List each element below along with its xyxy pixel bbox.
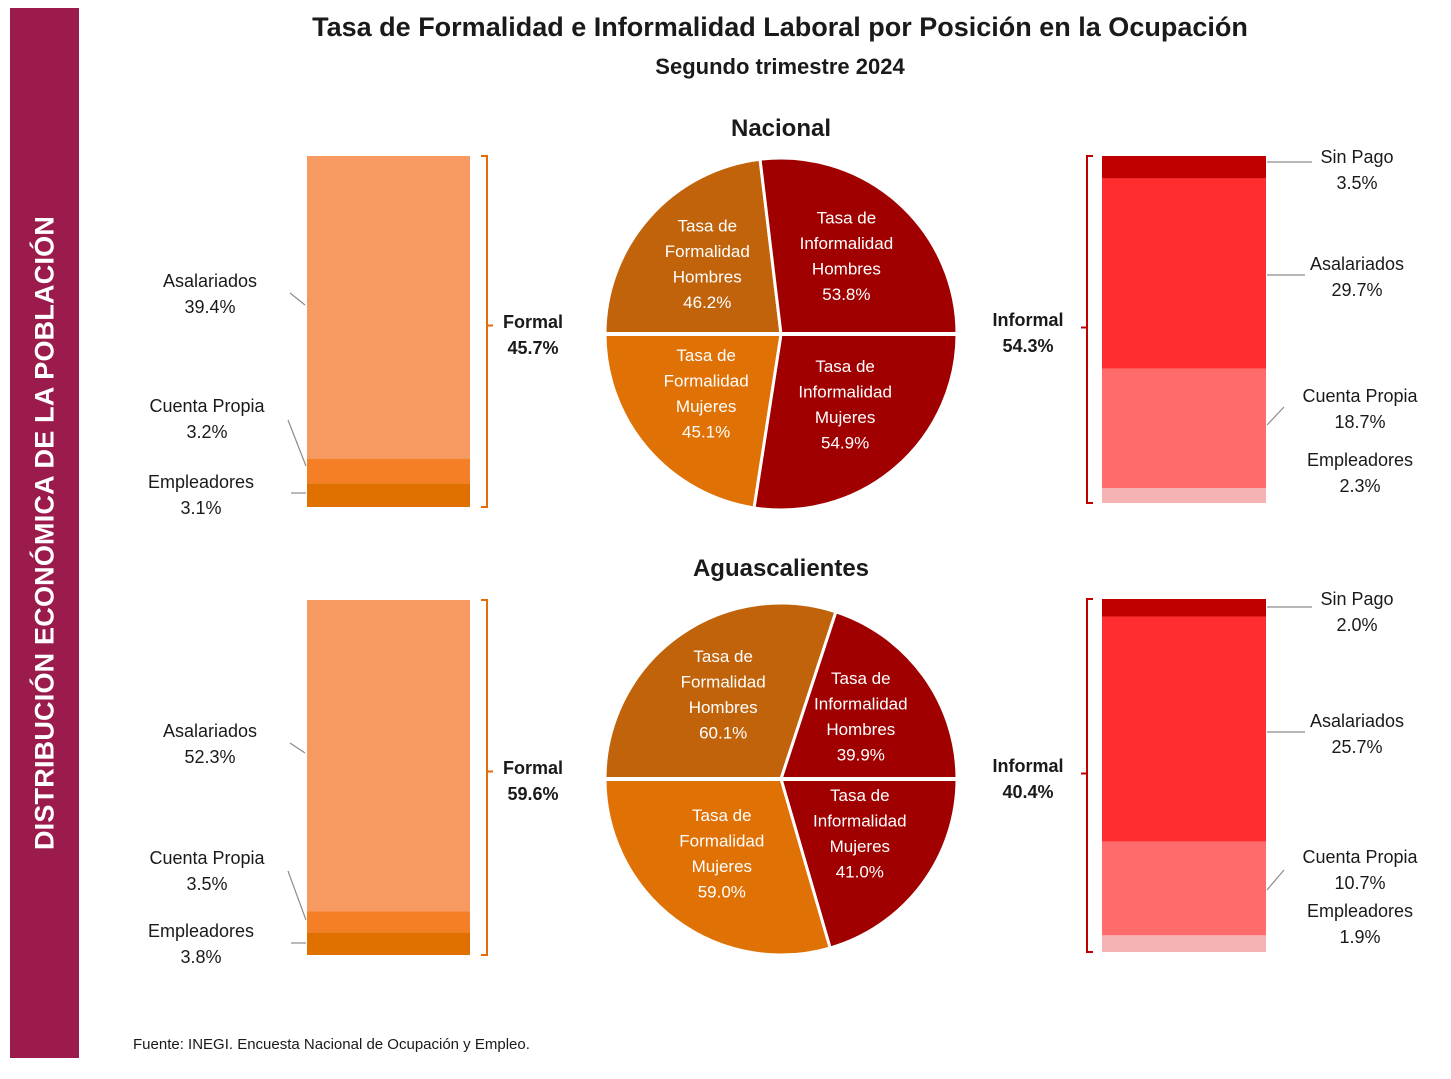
informal-bracket [1086,155,1093,504]
formal-empleadores-segment [307,483,470,507]
informal-bracket [1086,598,1093,953]
leader-line [287,870,307,921]
informal-cuenta-propia-label: Cuenta Propia 10.7% [1302,847,1418,893]
formal-bracket [481,599,488,956]
pie-label-formalidad-hombres: Tasa de Formalidad Hombres 60.1% [681,647,766,743]
source-note: Fuente: INEGI. Encuesta Nacional de Ocup… [133,1036,530,1053]
formal-total-label: Formal 45.7% [502,312,563,358]
leader-line [289,742,306,754]
informal-empleadores-label: Empleadores 1.9% [1306,901,1414,947]
formal-total-label: Formal 59.6% [502,758,563,804]
pie-label-informalidad-hombres: Tasa de Informalidad Hombres 39.9% [814,669,908,765]
informal-asalariados-label: Asalariados 25.7% [1309,711,1405,757]
pie-label-formalidad-mujeres: Tasa de Formalidad Mujeres 45.1% [664,346,749,442]
pie-slice-informalidad-hombres [758,156,959,336]
informal-asalariados-segment [1102,178,1266,369]
pie-slice-informalidad-mujeres [752,332,959,512]
formal-empleadores-segment [307,932,470,955]
formal-empleadores-label: Empleadores 3.8% [147,921,255,967]
informal-cuenta-propia-segment [1102,368,1266,489]
pie-slice-informalidad-mujeres [779,777,959,950]
informal-total-label: Informal 40.4% [992,756,1064,802]
side-banner: DISTRIBUCIÓN ECONÓMICA DE LA POBLACIÓN [10,8,79,1058]
leader-line [1266,869,1285,891]
pie-slice-formalidad-hombres [603,601,838,781]
informal-asalariados-segment [1102,616,1266,842]
pie-label-informalidad-mujeres: Tasa de Informalidad Mujeres 41.0% [813,786,907,882]
informal-sin-pago-segment [1102,599,1266,617]
formal-asalariados-segment [307,600,470,912]
chart-subtitle: Segundo trimestre 2024 [655,54,905,79]
pie-label-informalidad-hombres: Tasa de Informalidad Hombres 53.8% [800,208,894,303]
panel-title-aguascalientes: Aguascalientes [692,555,870,582]
formal-bracket [481,155,488,508]
formal-empleadores-label: Empleadores 3.1% [147,472,255,518]
informal-total-label: Informal 54.3% [992,310,1064,356]
leader-line [1266,406,1285,426]
pie-label-informalidad-mujeres: Tasa de Informalidad Mujeres 54.9% [798,357,892,453]
informal-empleadores-segment [1102,935,1266,952]
informal-cuenta-propia-segment [1102,841,1266,936]
formal-asalariados-label: Asalariados 39.4% [162,271,258,317]
formal-cuenta-propia-segment [307,911,470,933]
formal-cuenta-propia-label: Cuenta Propia 3.5% [149,848,265,894]
formal-cuenta-propia-segment [307,458,470,484]
pie-label-formalidad-hombres: Tasa de Formalidad Hombres 46.2% [665,217,750,313]
pie-slice-formalidad-mujeres [603,332,783,510]
informal-asalariados-label: Asalariados 29.7% [1309,254,1405,300]
leader-line [287,419,307,467]
pie-slice-formalidad-mujeres [603,777,832,957]
informal-empleadores-label: Empleadores 2.3% [1306,450,1414,496]
informal-cuenta-propia-label: Cuenta Propia 18.7% [1302,386,1418,432]
informal-empleadores-segment [1102,488,1266,503]
panel-title-nacional: Nacional [730,115,832,142]
pie-slice-informalidad-hombres [778,609,959,781]
formal-asalariados-label: Asalariados 52.3% [162,721,258,767]
formal-asalariados-segment [307,156,470,459]
informal-sin-pago-segment [1102,156,1266,179]
informal-sin-pago-label: Sin Pago 3.5% [1320,147,1394,193]
informal-sin-pago-label: Sin Pago 2.0% [1320,589,1394,635]
pie-label-formalidad-mujeres: Tasa de Formalidad Mujeres 59.0% [679,806,764,902]
pie-slice-formalidad-hombres [603,157,783,336]
formal-cuenta-propia-label: Cuenta Propia 3.2% [149,396,265,442]
leader-line [289,292,306,306]
chart-title: Tasa de Formalidad e Informalidad Labora… [312,12,1248,42]
